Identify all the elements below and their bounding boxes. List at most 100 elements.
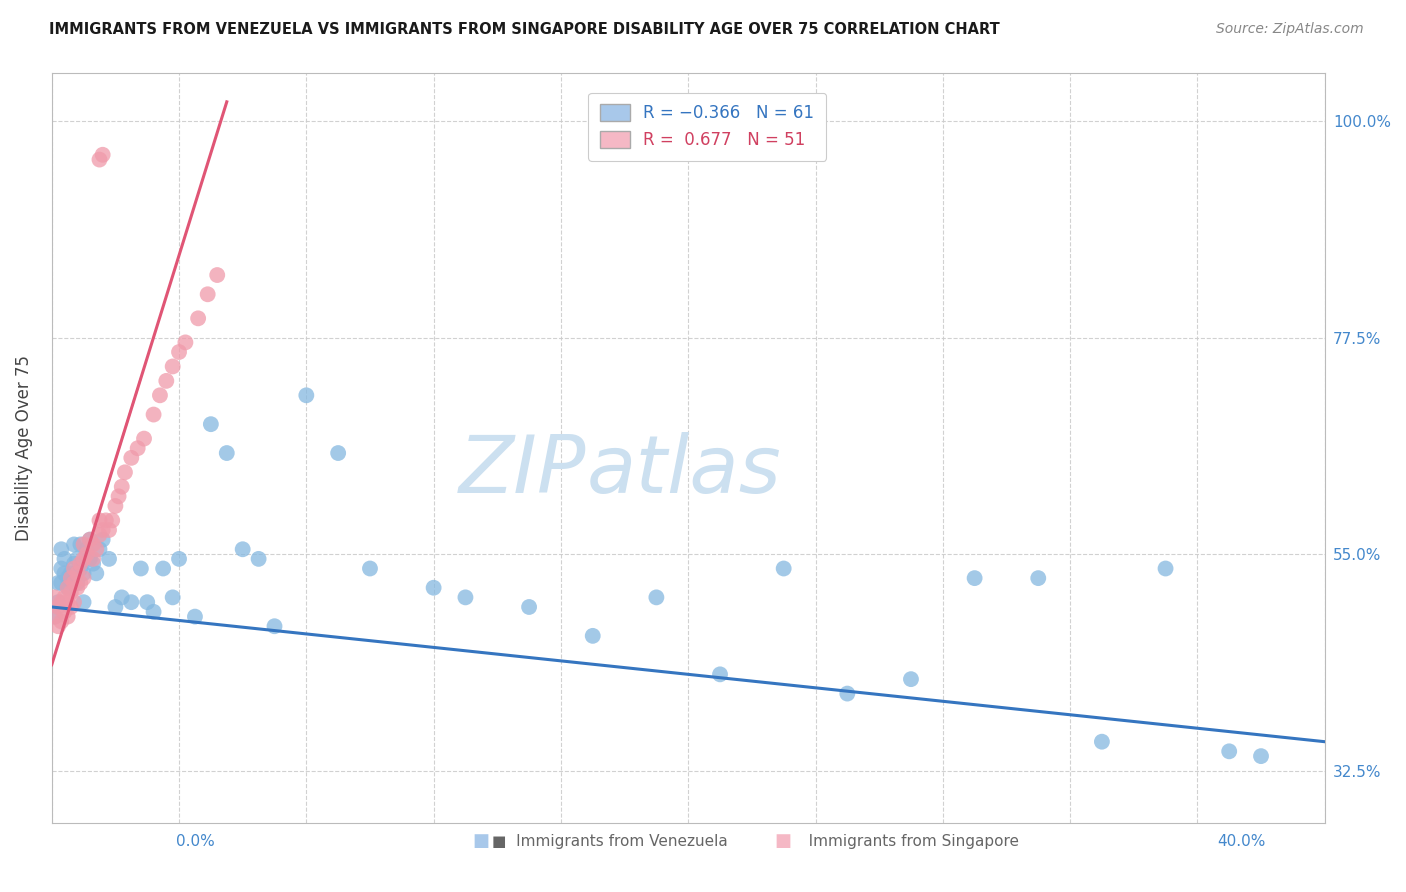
Point — [51, 561, 73, 575]
Point — [69, 561, 91, 575]
Point — [91, 523, 114, 537]
Point — [149, 388, 172, 402]
Point — [59, 599, 82, 614]
Text: atlas: atlas — [586, 432, 782, 509]
Text: 0.0%: 0.0% — [176, 834, 215, 849]
Point — [69, 576, 91, 591]
Point — [82, 537, 104, 551]
Point — [72, 595, 94, 609]
Point — [232, 542, 254, 557]
Point — [132, 432, 155, 446]
Point — [63, 537, 86, 551]
Point — [82, 552, 104, 566]
Point — [1154, 561, 1177, 575]
Point — [104, 499, 127, 513]
Point — [91, 148, 114, 162]
Point — [69, 557, 91, 571]
Point — [517, 599, 540, 614]
Point — [89, 153, 111, 167]
Point — [44, 609, 66, 624]
Text: ■  Immigrants from Venezuela: ■ Immigrants from Venezuela — [492, 834, 728, 849]
Point — [66, 566, 89, 581]
Point — [46, 576, 69, 591]
Point — [98, 523, 121, 537]
Point — [44, 591, 66, 605]
Point — [247, 552, 270, 566]
Point — [79, 533, 101, 547]
Point — [174, 335, 197, 350]
Point — [104, 599, 127, 614]
Point — [53, 552, 76, 566]
Point — [127, 441, 149, 455]
Point — [51, 576, 73, 591]
Point — [1250, 749, 1272, 764]
Point — [359, 561, 381, 575]
Point — [1218, 744, 1240, 758]
Point — [53, 566, 76, 581]
Point — [84, 542, 107, 557]
Point — [162, 359, 184, 374]
Point — [1026, 571, 1049, 585]
Point — [59, 566, 82, 581]
Point — [56, 595, 79, 609]
Y-axis label: Disability Age Over 75: Disability Age Over 75 — [15, 355, 32, 541]
Point — [120, 595, 142, 609]
Point — [837, 687, 859, 701]
Point — [98, 552, 121, 566]
Text: ZIP: ZIP — [458, 432, 586, 509]
Point — [111, 480, 134, 494]
Text: ■: ■ — [472, 832, 489, 850]
Text: ■: ■ — [775, 832, 792, 850]
Point — [72, 537, 94, 551]
Point — [167, 552, 190, 566]
Point — [295, 388, 318, 402]
Point — [63, 595, 86, 609]
Point — [114, 465, 136, 479]
Legend: R = −0.366   N = 61, R =  0.677   N = 51: R = −0.366 N = 61, R = 0.677 N = 51 — [589, 93, 827, 161]
Point — [184, 609, 207, 624]
Point — [72, 571, 94, 585]
Point — [89, 513, 111, 527]
Point — [582, 629, 605, 643]
Point — [187, 311, 209, 326]
Point — [53, 591, 76, 605]
Point — [152, 561, 174, 575]
Point — [76, 542, 98, 557]
Point — [79, 533, 101, 547]
Point — [101, 513, 124, 527]
Point — [56, 609, 79, 624]
Point — [63, 561, 86, 575]
Point — [772, 561, 794, 575]
Point — [72, 552, 94, 566]
Point — [162, 591, 184, 605]
Point — [56, 581, 79, 595]
Point — [263, 619, 285, 633]
Text: Immigrants from Singapore: Immigrants from Singapore — [794, 834, 1019, 849]
Point — [645, 591, 668, 605]
Point — [142, 605, 165, 619]
Point — [129, 561, 152, 575]
Point — [59, 585, 82, 599]
Point — [46, 595, 69, 609]
Point — [963, 571, 986, 585]
Point — [422, 581, 444, 595]
Point — [66, 576, 89, 591]
Point — [1091, 734, 1114, 748]
Point — [69, 537, 91, 551]
Text: 40.0%: 40.0% — [1218, 834, 1265, 849]
Point — [84, 566, 107, 581]
Point — [79, 552, 101, 566]
Point — [200, 417, 222, 432]
Point — [207, 268, 229, 282]
Point — [51, 542, 73, 557]
Text: IMMIGRANTS FROM VENEZUELA VS IMMIGRANTS FROM SINGAPORE DISABILITY AGE OVER 75 CO: IMMIGRANTS FROM VENEZUELA VS IMMIGRANTS … — [49, 22, 1000, 37]
Point — [215, 446, 238, 460]
Point — [76, 547, 98, 561]
Text: Source: ZipAtlas.com: Source: ZipAtlas.com — [1216, 22, 1364, 37]
Point — [46, 619, 69, 633]
Point — [46, 599, 69, 614]
Point — [155, 374, 177, 388]
Point — [82, 557, 104, 571]
Point — [709, 667, 731, 681]
Point — [66, 552, 89, 566]
